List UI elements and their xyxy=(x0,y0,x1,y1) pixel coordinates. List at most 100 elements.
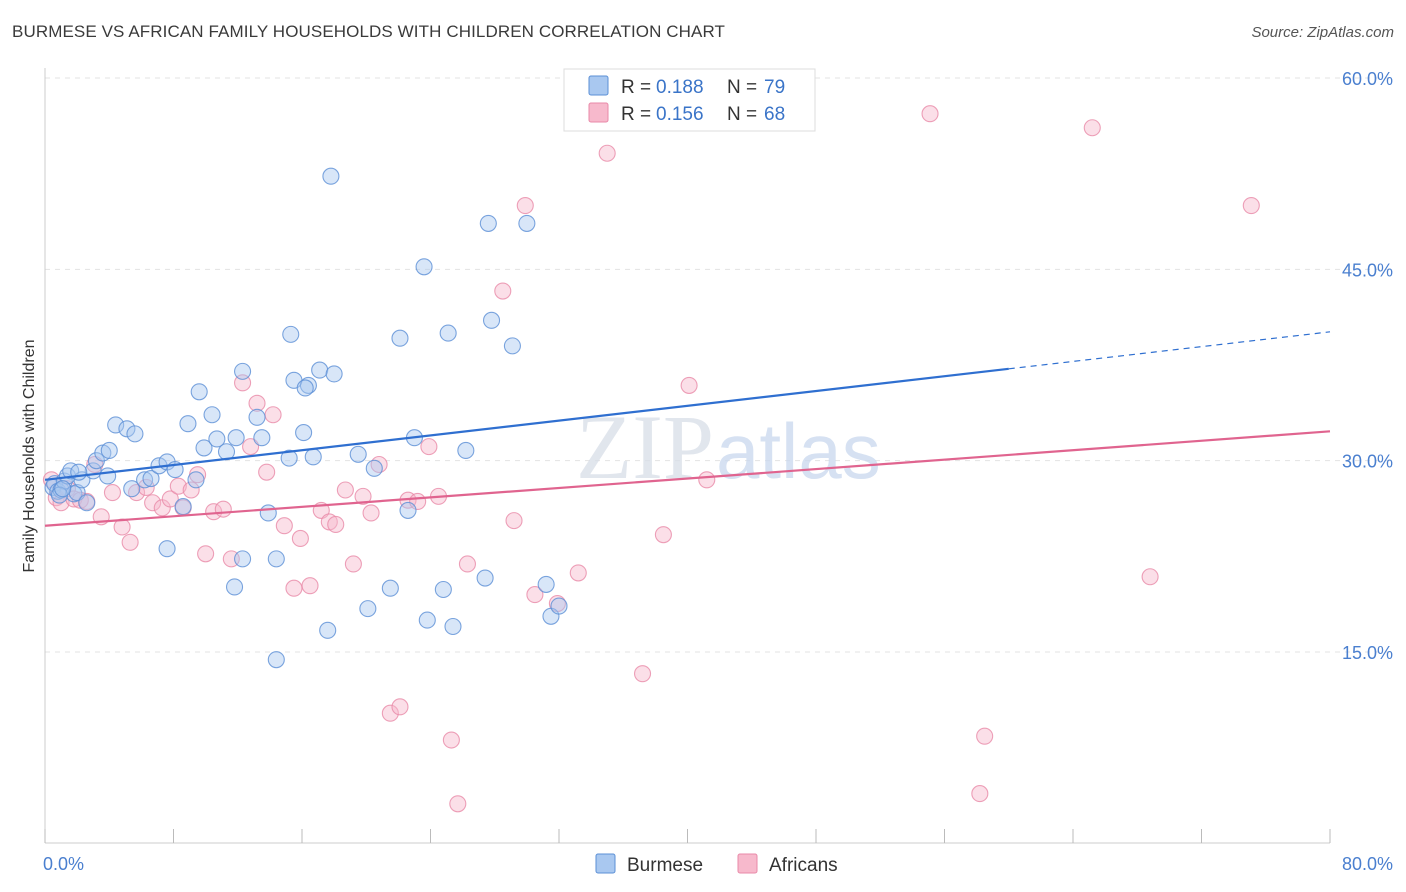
africans-point xyxy=(654,526,672,544)
africans-point xyxy=(285,579,303,597)
legend-n-label: N = xyxy=(727,77,757,98)
africans-point xyxy=(1083,119,1101,137)
africans-point xyxy=(258,463,276,481)
legend-r-value-burmese: 0.188 xyxy=(656,77,704,98)
legend: R = 0.188 N = 79 R = 0.156 N = 68 xyxy=(563,68,816,132)
burmese-point xyxy=(203,406,221,424)
burmese-point xyxy=(70,463,88,481)
burmese-point xyxy=(550,597,568,615)
source-label: Source: ZipAtlas.com xyxy=(1251,24,1394,41)
axes xyxy=(44,68,1331,844)
africans-point xyxy=(458,555,476,573)
watermark-atlas: atlas xyxy=(716,407,881,495)
africans-point xyxy=(103,484,122,502)
legend-n-value-africans: 68 xyxy=(764,104,785,125)
burmese-point xyxy=(325,365,343,383)
y-axis-label: Family Households with Children xyxy=(21,340,38,573)
burmese-point xyxy=(267,550,285,568)
burmese-point xyxy=(295,424,313,442)
burmese-point xyxy=(280,449,298,467)
bottom-legend-swatch-africans xyxy=(737,853,758,874)
burmese-point xyxy=(142,469,160,488)
burmese-point xyxy=(311,361,329,379)
africans-point xyxy=(598,144,616,162)
africans-point xyxy=(144,494,162,512)
africans-point xyxy=(1141,568,1159,586)
legend-n-label: N = xyxy=(727,104,757,125)
burmese-point xyxy=(359,600,377,618)
africans-point xyxy=(354,487,372,505)
burmese-point xyxy=(503,337,521,355)
africans-point xyxy=(336,481,354,499)
africans-point xyxy=(264,406,282,424)
burmese-point xyxy=(479,214,497,232)
burmese-point xyxy=(126,425,144,443)
x-tick-min: 0.0% xyxy=(43,854,84,874)
africans-point xyxy=(182,481,200,499)
trendlines xyxy=(44,331,1331,527)
burmese-point xyxy=(319,621,337,639)
legend-n-value-burmese: 79 xyxy=(764,77,785,98)
africans-point xyxy=(971,785,989,803)
burmese-point xyxy=(253,429,271,447)
burmese-point xyxy=(107,416,125,434)
legend-r-value-africans: 0.156 xyxy=(656,104,704,125)
y-tick-label: 60.0% xyxy=(1342,69,1393,89)
africans-point xyxy=(680,376,698,394)
gridlines xyxy=(45,77,1393,653)
burmese-point xyxy=(78,494,96,512)
africans-points xyxy=(42,105,1260,813)
africans-point xyxy=(121,533,139,551)
burmese-point xyxy=(418,611,436,629)
africans-point xyxy=(976,727,994,745)
y-tick-label: 15.0% xyxy=(1342,643,1393,663)
burmese-point xyxy=(381,579,399,597)
bottom-legend-burmese: Burmese xyxy=(627,855,703,876)
burmese-point xyxy=(190,383,208,401)
burmese-point xyxy=(415,258,433,276)
africans-point xyxy=(381,704,399,722)
burmese-point xyxy=(259,504,277,522)
africans-point xyxy=(921,105,939,123)
africans-point xyxy=(526,586,544,604)
africans-point xyxy=(442,731,460,749)
africans-point xyxy=(420,438,438,456)
burmese-point xyxy=(391,329,409,347)
burmese-point xyxy=(537,575,555,593)
burmese-point xyxy=(349,445,367,463)
africans-trendline xyxy=(44,430,1331,527)
africans-point xyxy=(327,515,345,533)
x-tick-max: 80.0% xyxy=(1342,854,1393,874)
burmese-trendline xyxy=(44,367,1009,481)
africans-point xyxy=(214,500,232,518)
africans-point xyxy=(391,698,409,716)
africans-point xyxy=(362,504,380,522)
africans-point xyxy=(161,490,179,508)
burmese-point xyxy=(282,325,300,343)
burmese-point xyxy=(439,324,457,342)
burmese-point xyxy=(234,362,252,380)
burmese-point xyxy=(296,379,314,397)
burmese-point xyxy=(100,441,118,460)
africans-point xyxy=(449,795,467,813)
legend-r-label: R = xyxy=(621,104,651,125)
africans-point xyxy=(1242,197,1260,215)
burmese-point xyxy=(227,429,245,447)
y-tick-labels: 15.0% 30.0% 45.0% 60.0% xyxy=(1342,69,1393,663)
burmese-points xyxy=(44,69,631,669)
burmese-point xyxy=(99,467,117,485)
legend-swatch-africans xyxy=(588,102,609,123)
burmese-point xyxy=(476,569,494,587)
burmese-point xyxy=(136,471,154,489)
burmese-point xyxy=(225,578,244,596)
burmese-point xyxy=(299,376,317,394)
burmese-point xyxy=(195,439,213,457)
burmese-point xyxy=(187,471,205,489)
burmese-point xyxy=(304,448,322,466)
burmese-trendline-dashed xyxy=(1008,331,1331,370)
africans-point xyxy=(301,577,319,595)
bottom-legend-swatch-burmese xyxy=(595,853,616,874)
burmese-point xyxy=(54,480,72,498)
burmese-point xyxy=(234,550,252,568)
